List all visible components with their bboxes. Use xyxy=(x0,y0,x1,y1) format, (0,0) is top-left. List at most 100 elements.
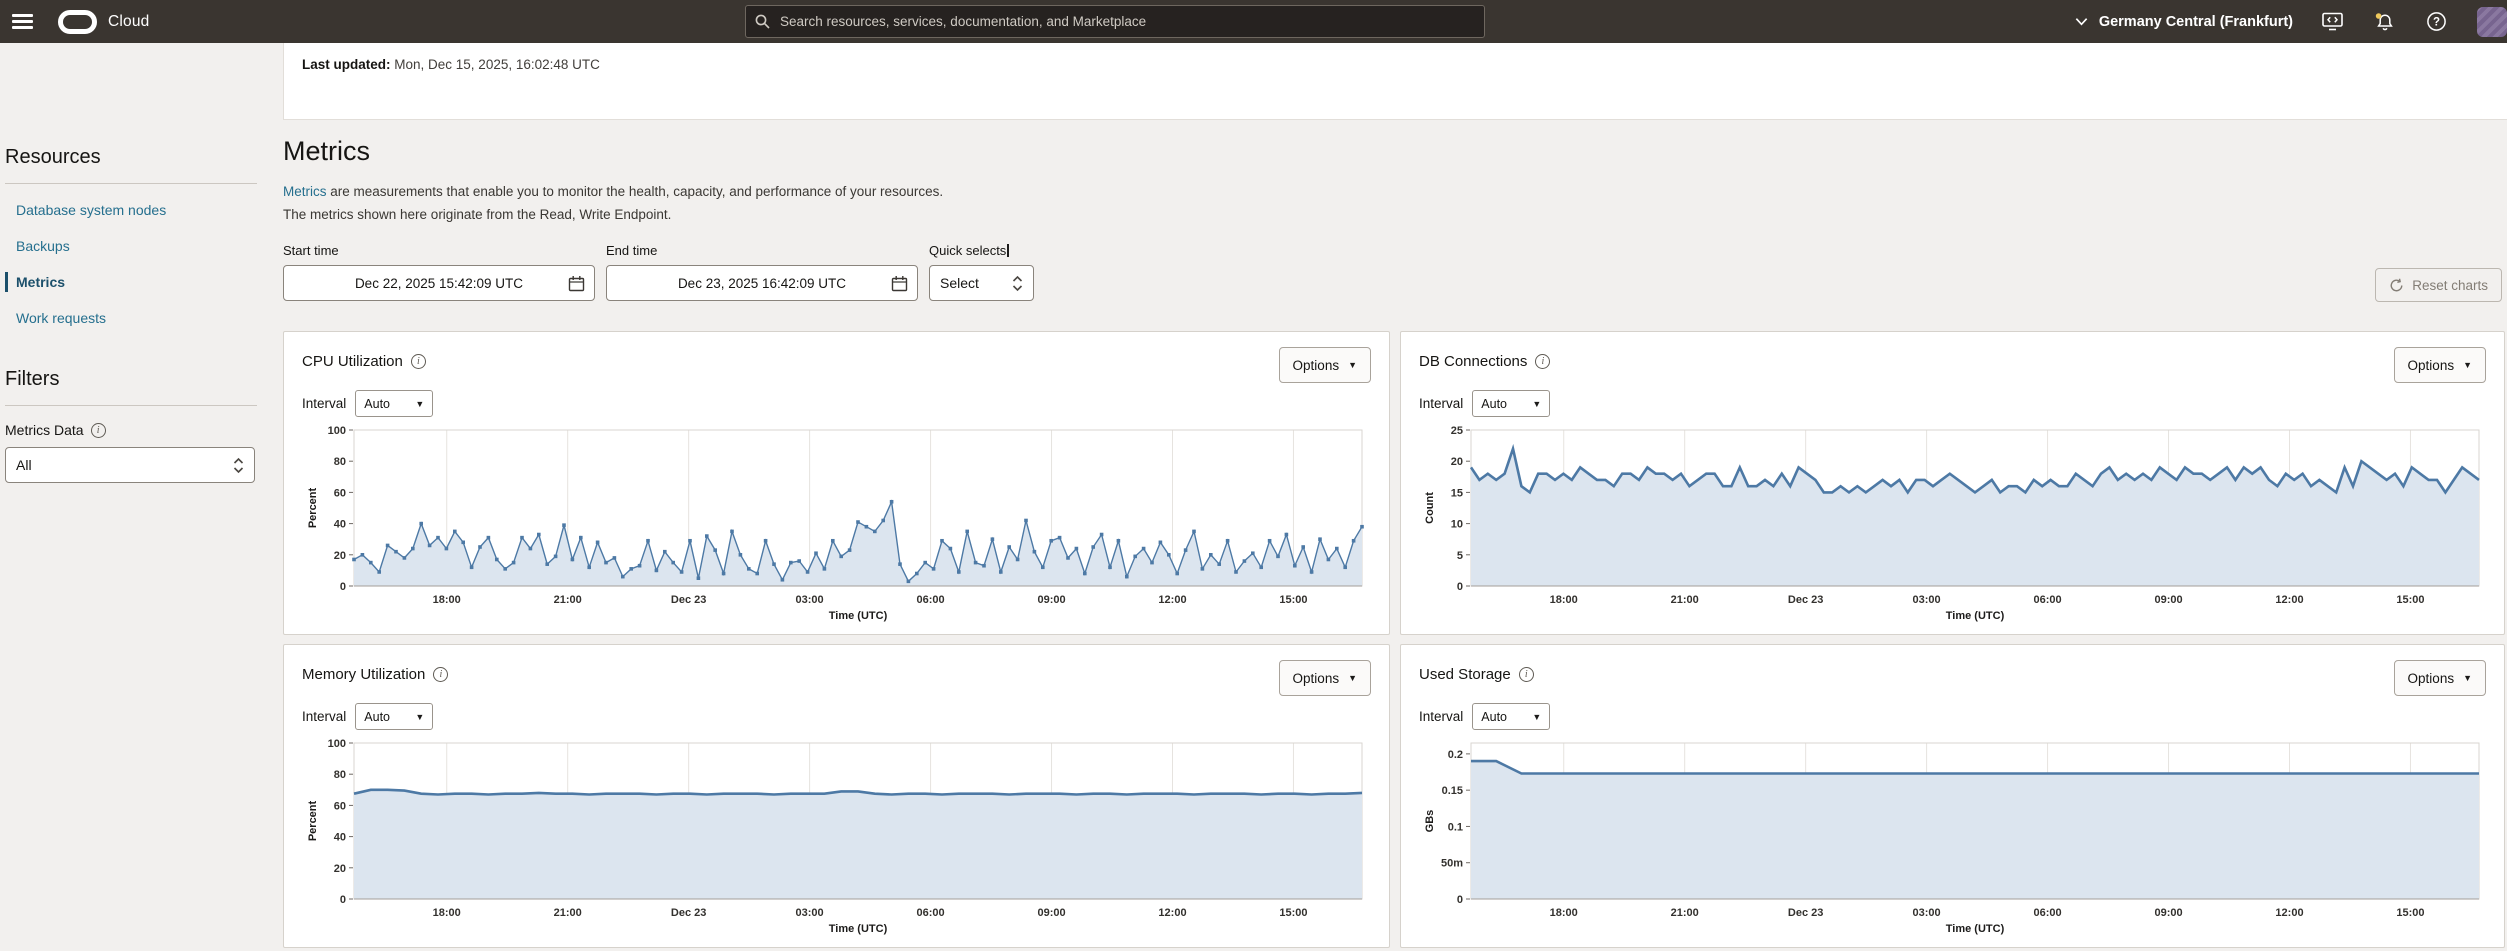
interval-select[interactable]: Auto▼ xyxy=(355,703,433,730)
stepper-icon xyxy=(233,457,244,474)
svg-text:25: 25 xyxy=(1451,425,1463,437)
svg-text:GBs: GBs xyxy=(1424,810,1436,833)
svg-text:09:00: 09:00 xyxy=(2154,594,2182,606)
svg-text:09:00: 09:00 xyxy=(2154,907,2182,919)
metrics-data-select[interactable]: All xyxy=(5,447,255,483)
bell-icon xyxy=(2374,12,2395,32)
quick-selects-dropdown[interactable]: Select xyxy=(929,265,1034,301)
global-search-input[interactable] xyxy=(745,5,1485,38)
options-button[interactable]: Options▼ xyxy=(1279,347,1371,383)
last-updated-label: Last updated: xyxy=(302,57,391,72)
options-button[interactable]: Options▼ xyxy=(2394,660,2486,696)
interval-select[interactable]: Auto▼ xyxy=(355,390,433,417)
filters-heading: Filters xyxy=(5,368,257,391)
dropdown-arrow-icon: ▼ xyxy=(1532,712,1541,722)
start-time-value: Dec 22, 2025 15:42:09 UTC xyxy=(355,276,523,291)
notifications-button[interactable] xyxy=(2371,9,2397,35)
last-updated: Last updated: Mon, Dec 15, 2025, 16:02:4… xyxy=(302,57,600,72)
svg-text:06:00: 06:00 xyxy=(917,907,945,919)
memory-utilization-chart[interactable]: 02040608010018:0021:00Dec 2303:0006:0009… xyxy=(302,733,1368,938)
svg-text:Time (UTC): Time (UTC) xyxy=(1946,923,2005,935)
svg-text:15:00: 15:00 xyxy=(2396,907,2424,919)
svg-text:18:00: 18:00 xyxy=(433,594,461,606)
hamburger-menu-button[interactable] xyxy=(0,0,44,43)
charts-grid: CPU Utilization i Options▼ Interval Auto… xyxy=(283,331,2507,948)
chevron-down-icon xyxy=(2074,14,2089,29)
svg-text:10: 10 xyxy=(1451,519,1463,531)
svg-text:0: 0 xyxy=(1457,894,1463,906)
sidebar-item-backups[interactable]: Backups xyxy=(5,236,257,256)
options-button[interactable]: Options▼ xyxy=(1279,660,1371,696)
help-button[interactable]: ? xyxy=(2423,9,2449,35)
db-connections-chart[interactable]: 051015202518:0021:00Dec 2303:0006:0009:0… xyxy=(1419,420,2485,625)
metrics-doc-link[interactable]: Metrics xyxy=(283,184,327,199)
interval-label: Interval xyxy=(1419,396,1463,411)
svg-text:09:00: 09:00 xyxy=(1037,594,1065,606)
svg-text:06:00: 06:00 xyxy=(2034,594,2062,606)
stepper-icon xyxy=(1012,275,1023,292)
help-icon: ? xyxy=(2426,11,2447,32)
start-time-input[interactable]: Dec 22, 2025 15:42:09 UTC xyxy=(283,265,595,301)
hamburger-icon xyxy=(12,10,33,32)
top-navigation-bar: Cloud Germany Central (Frankfurt) xyxy=(0,0,2507,43)
interval-select[interactable]: Auto▼ xyxy=(1472,703,1550,730)
global-search xyxy=(745,5,1485,38)
sidebar-item-database-system-nodes[interactable]: Database system nodes xyxy=(5,200,257,220)
svg-text:60: 60 xyxy=(334,487,346,499)
svg-text:12:00: 12:00 xyxy=(2275,594,2303,606)
calendar-icon[interactable] xyxy=(568,275,585,292)
end-time-input[interactable]: Dec 23, 2025 16:42:09 UTC xyxy=(606,265,918,301)
dropdown-arrow-icon: ▼ xyxy=(415,399,424,409)
svg-text:21:00: 21:00 xyxy=(1671,594,1699,606)
start-time-label: Start time xyxy=(283,243,595,258)
interval-select[interactable]: Auto▼ xyxy=(1472,390,1550,417)
svg-text:03:00: 03:00 xyxy=(1913,594,1941,606)
info-icon: i xyxy=(433,667,448,682)
svg-text:12:00: 12:00 xyxy=(2275,907,2303,919)
cpu-utilization-chart[interactable]: 02040608010018:0021:00Dec 2303:0006:0009… xyxy=(302,420,1368,625)
svg-text:20: 20 xyxy=(334,550,346,562)
info-icon: i xyxy=(91,423,106,438)
svg-text:Dec 23: Dec 23 xyxy=(1788,594,1823,606)
options-button[interactable]: Options▼ xyxy=(2394,347,2486,383)
quick-selects-value: Select xyxy=(940,275,979,291)
cloud-shell-button[interactable] xyxy=(2319,9,2345,35)
oracle-logo xyxy=(58,10,97,34)
region-selector[interactable]: Germany Central (Frankfurt) xyxy=(2074,14,2293,30)
calendar-icon[interactable] xyxy=(891,275,908,292)
svg-text:Dec 23: Dec 23 xyxy=(671,907,706,919)
db-connections-card: DB Connections i Options▼ Interval Auto▼… xyxy=(1400,331,2505,635)
divider xyxy=(5,405,257,406)
used-storage-chart[interactable]: 050m0.10.150.218:0021:00Dec 2303:0006:00… xyxy=(1419,733,2485,938)
cpu-utilization-card: CPU Utilization i Options▼ Interval Auto… xyxy=(283,331,1390,635)
cloud-shell-icon xyxy=(2322,12,2343,31)
dropdown-arrow-icon: ▼ xyxy=(2463,673,2472,683)
info-icon: i xyxy=(1535,354,1550,369)
end-time-value: Dec 23, 2025 16:42:09 UTC xyxy=(678,276,846,291)
svg-text:100: 100 xyxy=(328,425,346,437)
user-avatar[interactable] xyxy=(2477,7,2507,37)
svg-text:03:00: 03:00 xyxy=(796,594,824,606)
page-description-line2: The metrics shown here originate from th… xyxy=(283,207,2507,222)
svg-text:20: 20 xyxy=(334,863,346,875)
svg-text:21:00: 21:00 xyxy=(554,907,582,919)
svg-text:80: 80 xyxy=(334,769,346,781)
svg-text:Dec 23: Dec 23 xyxy=(1788,907,1823,919)
dropdown-arrow-icon: ▼ xyxy=(1532,399,1541,409)
sidebar-item-metrics[interactable]: Metrics xyxy=(5,272,257,292)
svg-text:18:00: 18:00 xyxy=(433,907,461,919)
svg-text:15:00: 15:00 xyxy=(2396,594,2424,606)
quick-selects-label: Quick selects xyxy=(929,243,1006,258)
svg-text:12:00: 12:00 xyxy=(1158,594,1186,606)
refresh-icon xyxy=(2389,278,2404,293)
page-description: Metrics are measurements that enable you… xyxy=(283,182,2507,202)
svg-text:?: ? xyxy=(2432,17,2439,29)
dropdown-arrow-icon: ▼ xyxy=(1348,673,1357,683)
text-caret xyxy=(1007,244,1009,257)
chart-title: DB Connections xyxy=(1419,353,1527,370)
svg-text:18:00: 18:00 xyxy=(1550,594,1578,606)
sidebar-item-work-requests[interactable]: Work requests xyxy=(5,308,257,328)
reset-charts-button[interactable]: Reset charts xyxy=(2375,268,2502,302)
region-label: Germany Central (Frankfurt) xyxy=(2099,14,2293,30)
svg-text:Percent: Percent xyxy=(307,487,319,528)
